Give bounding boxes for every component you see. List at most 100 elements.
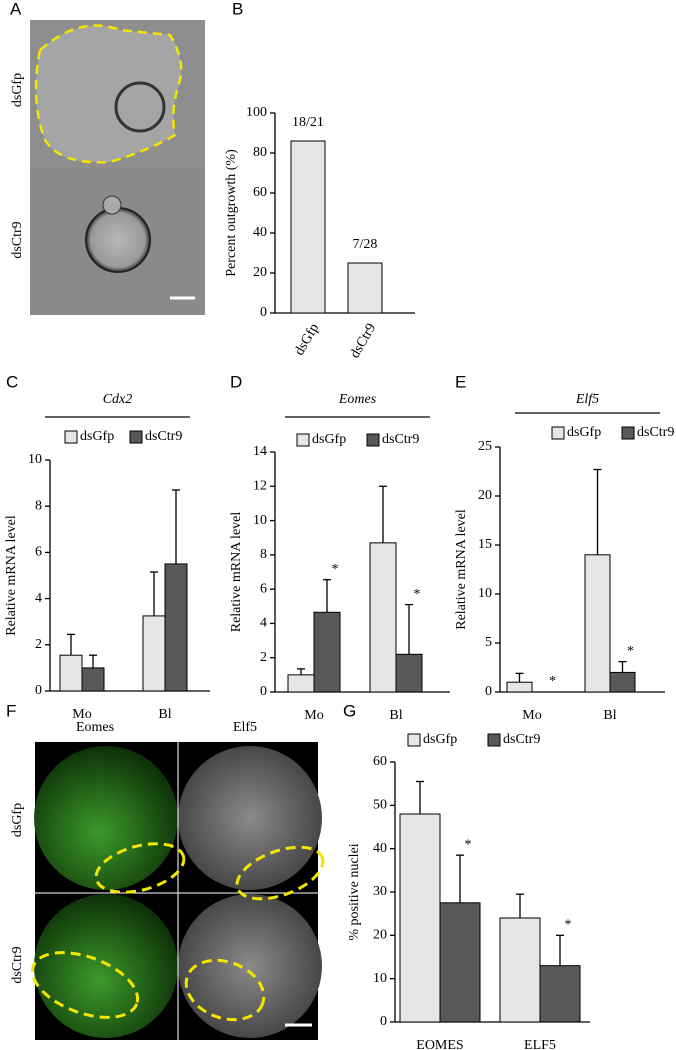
y-tick-label: 60	[373, 754, 387, 769]
bar	[506, 681, 533, 693]
bar	[399, 813, 441, 1023]
y-tick-label: 40	[373, 841, 387, 856]
x-tick-label: Bl	[603, 708, 616, 723]
column-label: Eomes	[76, 720, 114, 735]
legend-label: dsCtr9	[503, 732, 540, 747]
y-tick-label: 14	[253, 444, 267, 459]
significance-mark: *	[414, 587, 421, 602]
y-tick-label: 20	[253, 265, 267, 280]
bar	[313, 611, 341, 693]
value-label: 18/21	[292, 115, 324, 130]
chart-title: Eomes	[338, 392, 377, 407]
y-axis-label: Relative mRNA level	[229, 512, 244, 633]
y-tick-label: 0	[260, 684, 267, 699]
y-tick-label: 2	[260, 650, 267, 665]
x-tick-label: ELF5	[524, 1038, 556, 1050]
y-tick-label: 40	[253, 225, 267, 240]
legend-swatch	[366, 433, 380, 447]
legend-swatch	[296, 433, 310, 447]
bar	[584, 554, 611, 693]
y-tick-label: 10	[373, 971, 387, 986]
y-tick-label: 5	[485, 635, 492, 650]
y-tick-label: 8	[260, 547, 267, 562]
panel-letter: E	[455, 372, 466, 391]
y-tick-label: 60	[253, 185, 267, 200]
y-tick-label: 4	[260, 616, 267, 631]
y-axis-label: % positive nuclei	[347, 843, 362, 940]
panel-letter: C	[6, 372, 18, 391]
y-tick-label: 10	[253, 513, 267, 528]
bar	[81, 667, 105, 692]
y-tick-label: 2	[35, 637, 42, 652]
value-label: 7/28	[353, 237, 378, 252]
column-label: Elf5	[233, 720, 257, 735]
y-tick-label: 10	[28, 452, 42, 467]
bar	[59, 654, 83, 692]
y-tick-label: 25	[478, 439, 492, 454]
y-tick-label: 100	[246, 105, 267, 120]
panel-letter: A	[10, 0, 22, 18]
legend-label: dsCtr9	[382, 432, 419, 447]
row-label: dsGfp	[10, 73, 25, 107]
legend-swatch	[551, 426, 565, 440]
y-tick-label: 30	[373, 884, 387, 899]
legend-swatch	[621, 426, 635, 440]
panel-a-images	[30, 20, 205, 315]
y-tick-label: 20	[373, 928, 387, 943]
legend-label: dsGfp	[567, 425, 601, 440]
x-tick-label: Bl	[158, 707, 171, 722]
panel-letter: F	[6, 701, 16, 720]
legend-swatch	[64, 430, 78, 444]
row-label: dsCtr9	[10, 946, 25, 983]
legend-label: dsCtr9	[145, 429, 182, 444]
y-tick-label: 12	[253, 479, 267, 494]
bar	[539, 965, 581, 1023]
x-tick-label: Mo	[72, 707, 91, 722]
panel-letter: B	[232, 0, 243, 18]
legend-label: dsGfp	[80, 429, 114, 444]
row-label: dsCtr9	[10, 221, 25, 258]
significance-mark: *	[565, 918, 572, 933]
bar	[290, 140, 326, 314]
bar	[439, 902, 481, 1023]
x-tick-label: dsGfp	[292, 321, 322, 358]
bar	[609, 671, 636, 693]
bar	[287, 674, 315, 693]
y-tick-label: 80	[253, 145, 267, 160]
y-tick-label: 6	[35, 545, 42, 560]
chart-title: Elf5	[575, 392, 599, 407]
significance-mark: *	[465, 837, 472, 852]
y-tick-label: 10	[478, 586, 492, 601]
panel-f-images	[30, 742, 325, 1040]
y-tick-label: 0	[380, 1014, 387, 1029]
legend-swatch	[129, 430, 143, 444]
y-tick-label: 8	[35, 498, 42, 513]
x-tick-label: Mo	[522, 708, 541, 723]
x-tick-label: Bl	[389, 708, 402, 723]
x-tick-label: dsCtr9	[348, 321, 380, 361]
y-tick-label: 15	[478, 537, 492, 552]
bar	[499, 917, 541, 1023]
x-tick-label: EOMES	[416, 1038, 463, 1050]
y-tick-label: 0	[35, 683, 42, 698]
bar	[369, 542, 397, 693]
y-tick-label: 4	[35, 591, 42, 606]
bar	[164, 563, 188, 692]
chart-title: Cdx2	[103, 392, 133, 407]
legend-label: dsGfp	[423, 732, 457, 747]
significance-mark: *	[549, 674, 556, 689]
y-tick-label: 6	[260, 581, 267, 596]
y-tick-label: 0	[485, 684, 492, 699]
x-tick-label: Mo	[304, 708, 323, 723]
y-axis-label: Percent outgrowth (%)	[224, 149, 239, 277]
row-label: dsGfp	[10, 803, 25, 837]
bar	[142, 615, 166, 692]
panel-letter: G	[343, 701, 356, 720]
legend-label: dsCtr9	[637, 425, 674, 440]
y-axis-label: Relative mRNA level	[454, 509, 469, 630]
bar	[347, 262, 383, 314]
y-axis-label: Relative mRNA level	[4, 515, 19, 636]
legend-swatch	[487, 733, 501, 747]
legend-swatch	[407, 733, 421, 747]
